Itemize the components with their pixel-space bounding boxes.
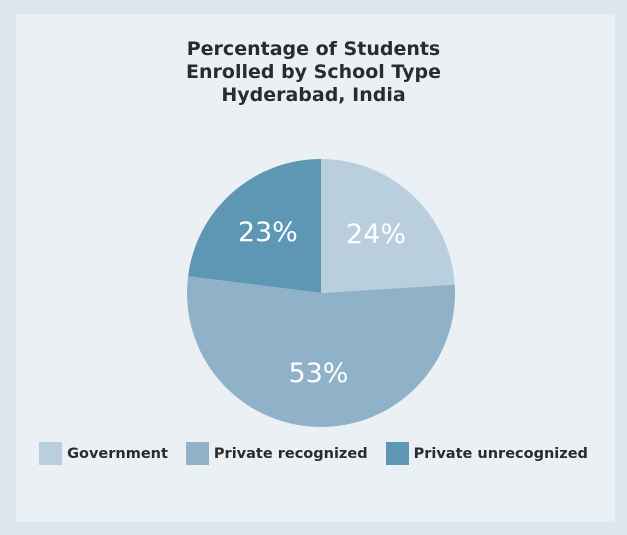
- legend-swatch-government: [39, 442, 63, 465]
- pie-slice-government: [321, 159, 455, 293]
- pie-slice-private-recognized: [187, 276, 455, 427]
- chart-title: Percentage of Students Enrolled by Schoo…: [0, 38, 627, 107]
- pie-slice-private-unrecognized: [188, 159, 321, 293]
- legend-swatch-private-unrecognized: [385, 442, 409, 465]
- chart-title-line-2: Enrolled by School Type: [186, 61, 441, 83]
- legend-label-private-unrecognized: Private unrecognized: [413, 445, 588, 462]
- pie-label-private-recognized: 53%: [288, 358, 348, 389]
- legend: Government Private recognized Private un…: [0, 442, 627, 465]
- pie-label-government: 24%: [346, 219, 406, 250]
- pie-label-private-unrecognized: 23%: [238, 217, 298, 248]
- chart-title-line-3: Hyderabad, India: [221, 84, 406, 106]
- chart-title-line-1: Percentage of Students: [186, 38, 441, 60]
- legend-swatch-private-recognized: [185, 442, 209, 465]
- legend-item-private-unrecognized: Private unrecognized: [385, 442, 588, 465]
- legend-label-private-recognized: Private recognized: [213, 445, 368, 462]
- legend-item-private-recognized: Private recognized: [185, 442, 368, 465]
- legend-item-government: Government: [39, 442, 168, 465]
- legend-label-government: Government: [67, 445, 168, 462]
